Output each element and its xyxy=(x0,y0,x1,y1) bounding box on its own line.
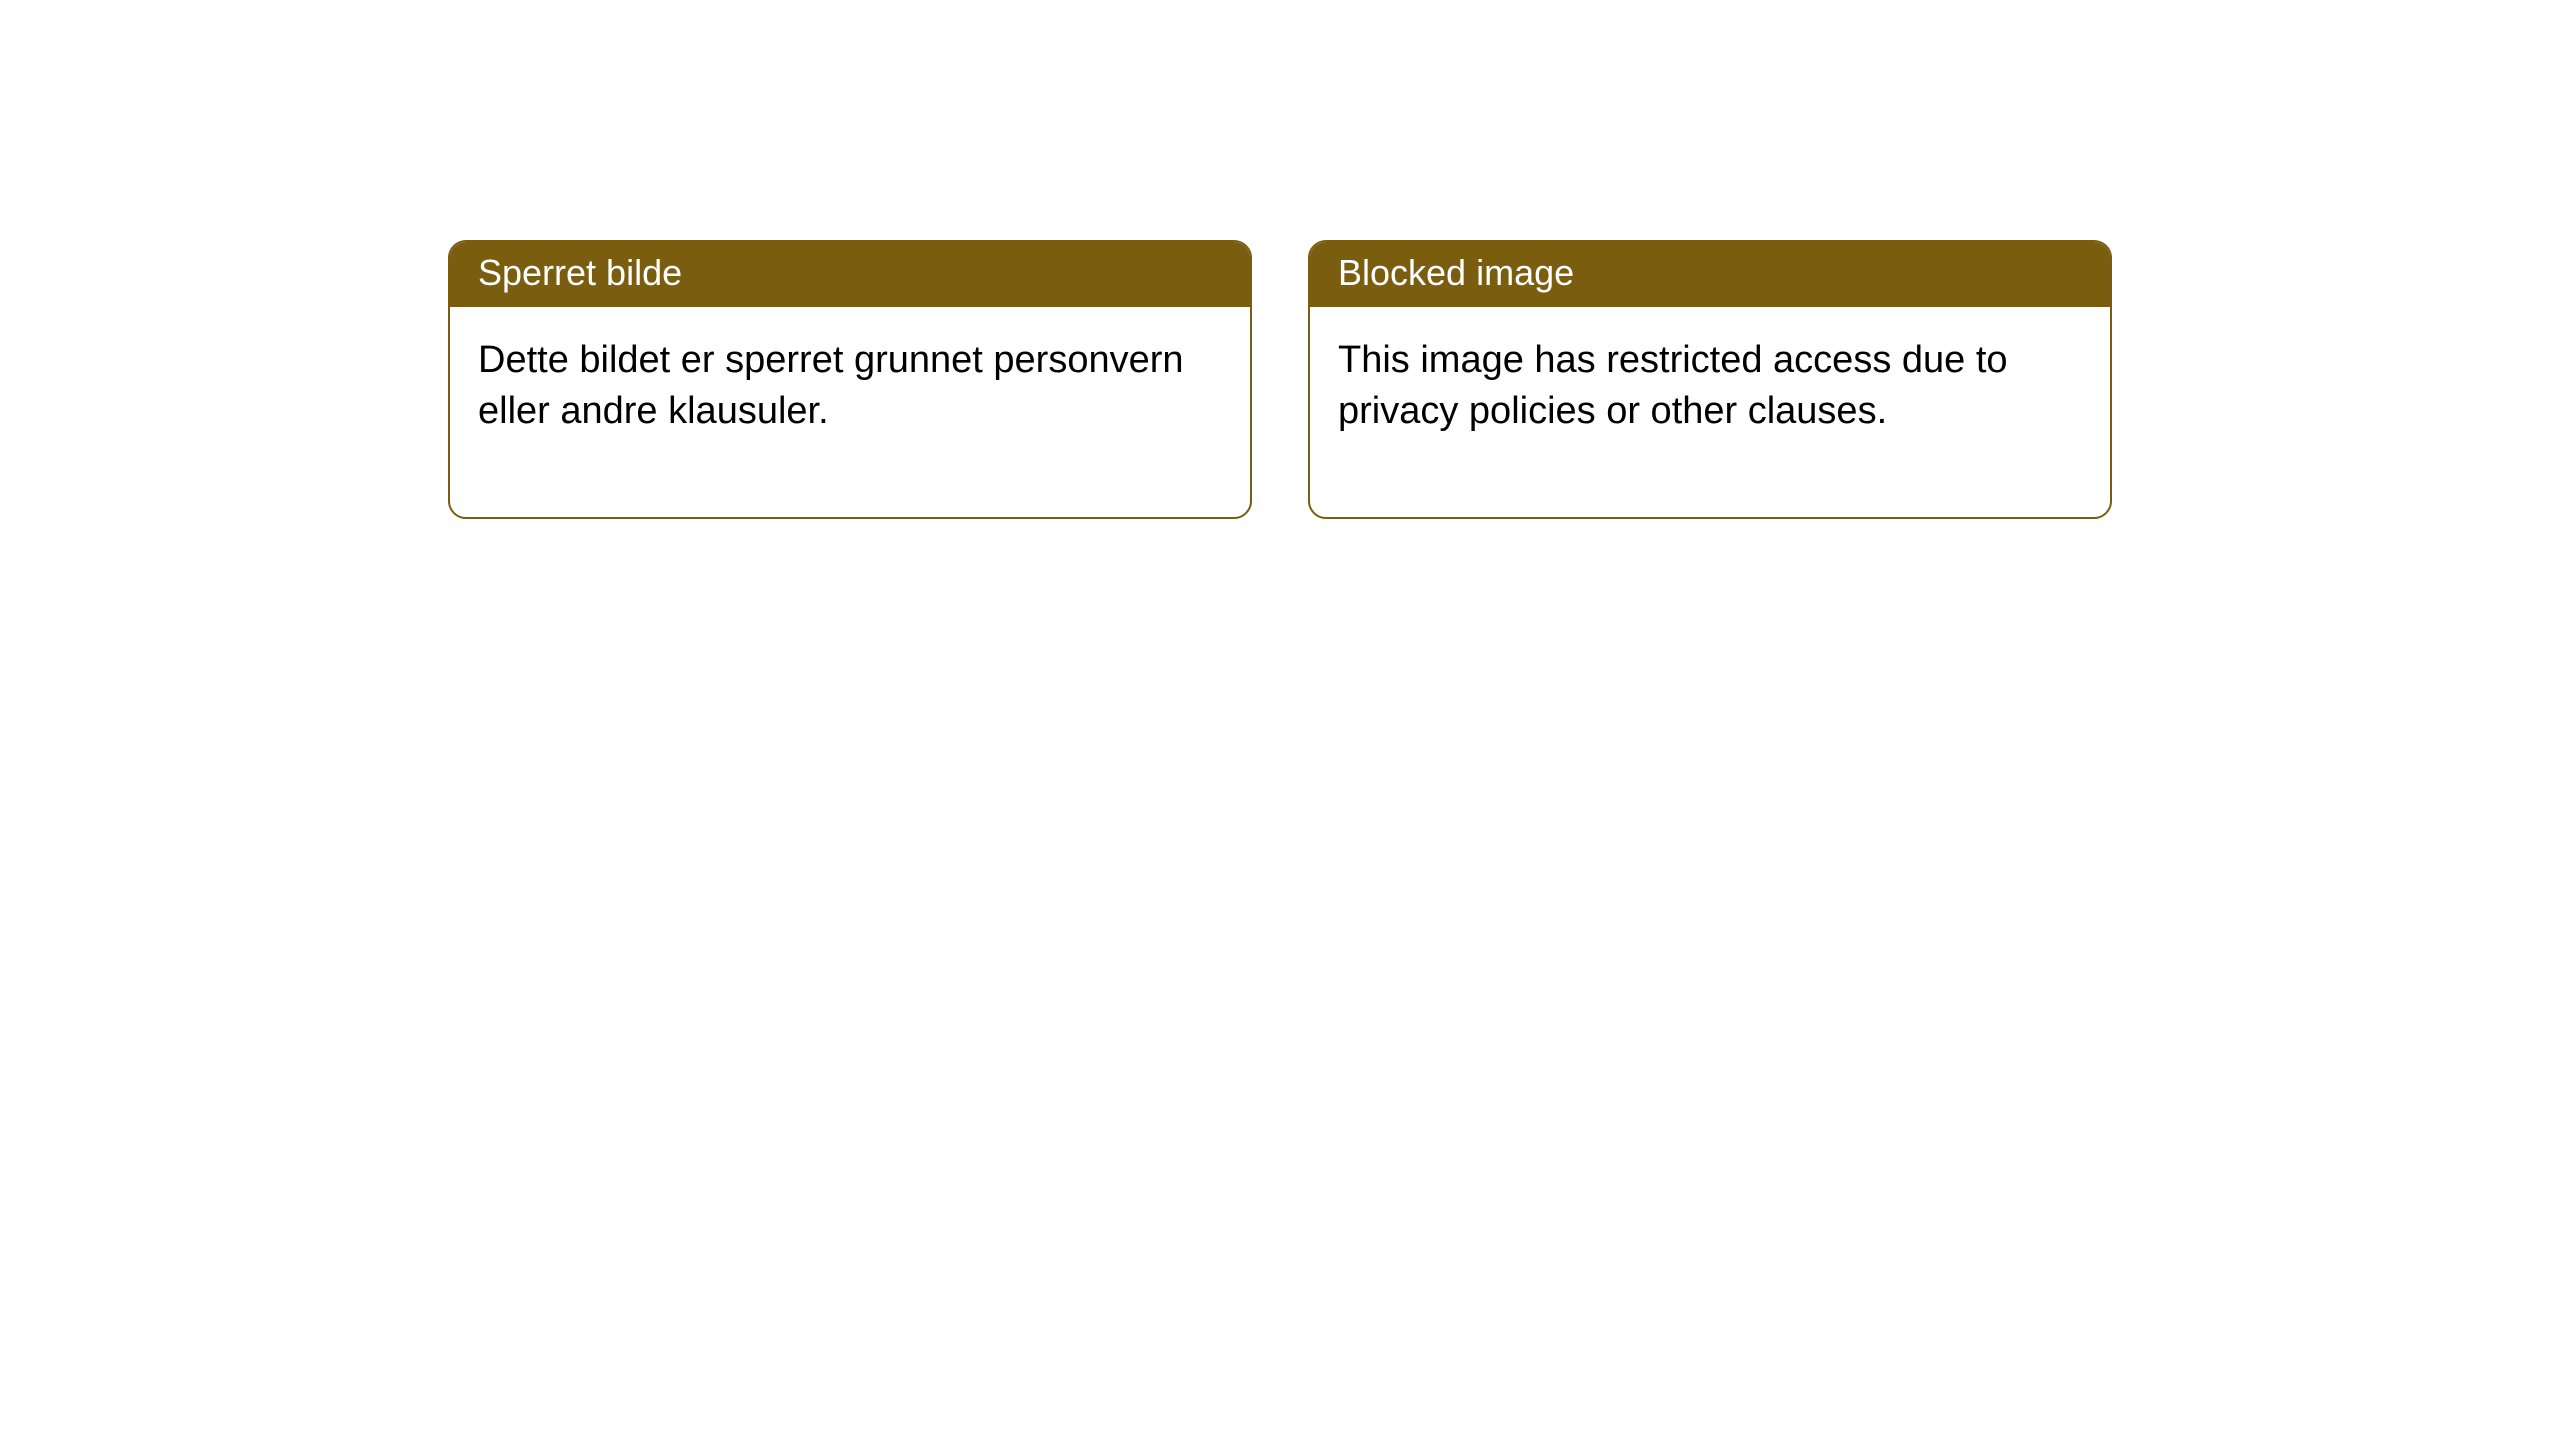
notice-title-english: Blocked image xyxy=(1310,242,2110,307)
notice-card-norwegian: Sperret bilde Dette bildet er sperret gr… xyxy=(448,240,1252,519)
notice-card-english: Blocked image This image has restricted … xyxy=(1308,240,2112,519)
notice-container: Sperret bilde Dette bildet er sperret gr… xyxy=(448,240,2112,519)
notice-body-norwegian: Dette bildet er sperret grunnet personve… xyxy=(450,307,1250,518)
notice-title-norwegian: Sperret bilde xyxy=(450,242,1250,307)
notice-body-english: This image has restricted access due to … xyxy=(1310,307,2110,518)
